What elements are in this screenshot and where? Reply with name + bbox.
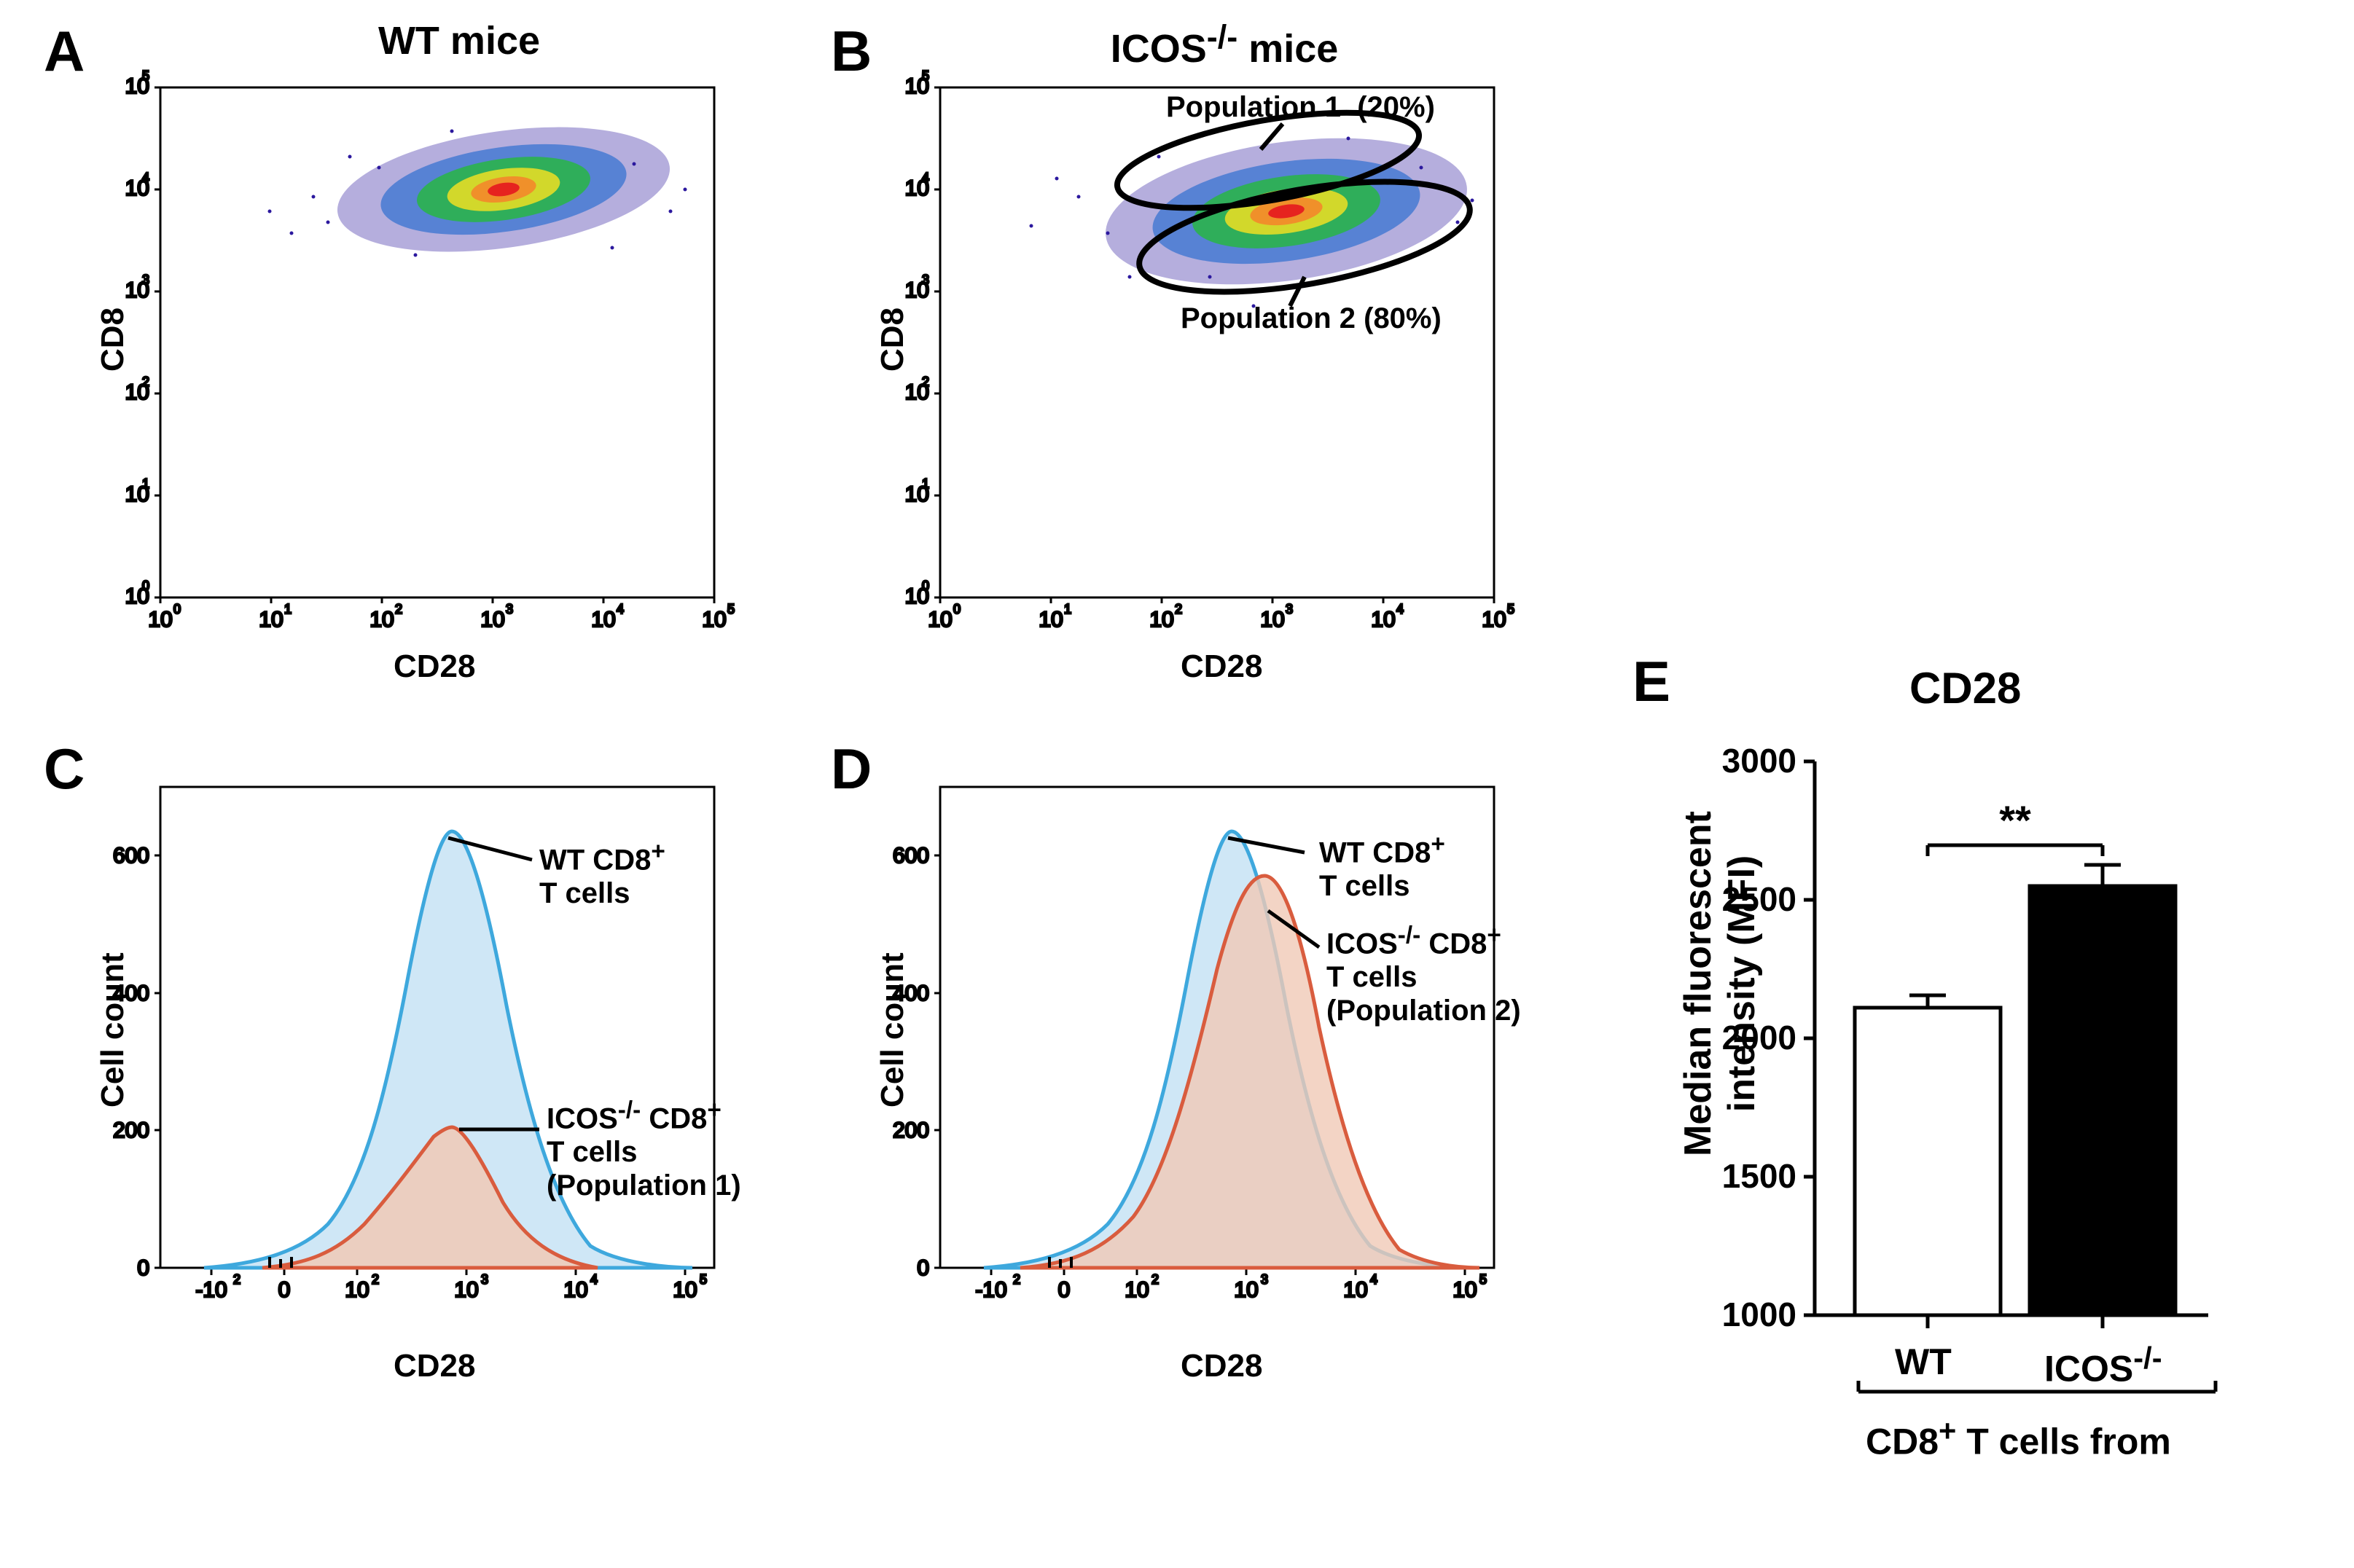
svg-text:10: 10 xyxy=(480,608,504,632)
svg-text:2: 2 xyxy=(922,375,929,389)
svg-text:10: 10 xyxy=(1234,1278,1258,1302)
svg-text:4: 4 xyxy=(617,602,624,616)
svg-text:10: 10 xyxy=(369,608,394,632)
panel-b-title: ICOS-/- mice xyxy=(1049,18,1399,71)
panel-letter-d: D xyxy=(831,736,872,802)
svg-text:5: 5 xyxy=(1507,602,1514,616)
svg-text:2: 2 xyxy=(1013,1272,1020,1287)
svg-text:0: 0 xyxy=(173,602,181,616)
svg-text:-10: -10 xyxy=(195,1278,227,1302)
svg-text:0: 0 xyxy=(1058,1278,1071,1302)
svg-text:5: 5 xyxy=(142,68,149,83)
panel-c-plot: 0 200 400 600 -102 0 102 103 104 105 xyxy=(160,787,758,1341)
panel-letter-b: B xyxy=(831,18,872,85)
panel-d-xlabel: CD28 xyxy=(1181,1348,1263,1384)
svg-text:3: 3 xyxy=(922,273,929,287)
panel-d-series-wt: WT CD8+T cells xyxy=(1319,831,1445,903)
svg-text:0: 0 xyxy=(917,1256,929,1280)
svg-text:3: 3 xyxy=(506,602,513,616)
svg-text:1: 1 xyxy=(922,477,929,491)
svg-text:600: 600 xyxy=(893,844,929,868)
svg-text:1: 1 xyxy=(142,477,149,491)
svg-text:200: 200 xyxy=(893,1118,929,1142)
svg-text:1: 1 xyxy=(284,602,292,616)
panel-letter-a: A xyxy=(44,18,85,85)
svg-text:200: 200 xyxy=(113,1118,149,1142)
svg-text:10: 10 xyxy=(1482,608,1506,632)
svg-text:0: 0 xyxy=(137,1256,149,1280)
svg-text:5: 5 xyxy=(727,602,735,616)
svg-text:5: 5 xyxy=(922,68,929,83)
svg-text:2: 2 xyxy=(142,375,149,389)
panel-a-title: WT mice xyxy=(284,18,634,63)
svg-text:10: 10 xyxy=(259,608,283,632)
svg-text:10: 10 xyxy=(454,1278,478,1302)
panel-b-xlabel: CD28 xyxy=(1181,648,1263,685)
panel-e-ylabel: Median fluorescent intensity (MFI) xyxy=(1676,736,1764,1231)
svg-text:10: 10 xyxy=(1343,1278,1367,1302)
panel-letter-e: E xyxy=(1632,648,1670,715)
svg-text:10: 10 xyxy=(591,608,615,632)
panel-d-ylabel: Cell count xyxy=(875,952,911,1108)
panel-a-xlabel: CD28 xyxy=(394,648,476,685)
svg-text:4: 4 xyxy=(142,170,149,185)
panel-letter-c: C xyxy=(44,736,85,802)
panel-c-ylabel: Cell count xyxy=(95,952,131,1108)
panel-c-series-icos: ICOS-/- CD8+T cells(Population 1) xyxy=(547,1097,741,1202)
svg-text:10: 10 xyxy=(1125,1278,1149,1302)
svg-text:2: 2 xyxy=(1175,602,1182,616)
panel-e-group-label: CD8+ T cells from xyxy=(1866,1414,2171,1463)
svg-text:0: 0 xyxy=(953,602,961,616)
svg-text:5: 5 xyxy=(700,1272,707,1287)
svg-text:10: 10 xyxy=(928,608,952,632)
panel-e-group-bracket xyxy=(1851,1388,2223,1417)
svg-text:4: 4 xyxy=(1370,1272,1377,1287)
panel-e-cat-icos: ICOS-/- xyxy=(2044,1341,2162,1390)
svg-text:10: 10 xyxy=(673,1278,697,1302)
svg-text:4: 4 xyxy=(590,1272,598,1287)
svg-text:10: 10 xyxy=(1039,608,1063,632)
panel-e-cat-wt: WT xyxy=(1895,1341,1952,1383)
svg-text:10: 10 xyxy=(1452,1278,1477,1302)
svg-text:10: 10 xyxy=(1149,608,1173,632)
svg-text:3: 3 xyxy=(142,273,149,287)
svg-text:10: 10 xyxy=(563,1278,587,1302)
svg-text:5: 5 xyxy=(1479,1272,1487,1287)
svg-text:3: 3 xyxy=(1261,1272,1268,1287)
panel-e-plot: 1000 1500 2000 2500 3000 ** xyxy=(1786,740,2296,1395)
svg-text:3: 3 xyxy=(481,1272,488,1287)
svg-text:-10: -10 xyxy=(975,1278,1006,1302)
svg-text:**: ** xyxy=(1999,797,2031,843)
svg-text:3: 3 xyxy=(1286,602,1293,616)
panel-c-series-wt: WT CD8+T cells xyxy=(539,838,665,910)
gate-2-label: Population 2 (80%) xyxy=(1181,302,1442,335)
panel-a-plot: 100 101 102 103 104 105 100 101 102 103 … xyxy=(160,87,758,656)
svg-text:0: 0 xyxy=(922,579,929,593)
panel-c-xlabel: CD28 xyxy=(394,1348,476,1384)
svg-text:2: 2 xyxy=(372,1272,379,1287)
panel-d-series-icos: ICOS-/- CD8+T cells(Population 2) xyxy=(1326,922,1521,1027)
svg-text:1000: 1000 xyxy=(1722,1295,1796,1333)
svg-text:10: 10 xyxy=(148,608,172,632)
panel-b-ylabel: CD8 xyxy=(875,307,911,372)
svg-text:10: 10 xyxy=(702,608,726,632)
panel-d-plot: 0 200 400 600 -102 0 102 103 104 105 xyxy=(940,787,1538,1341)
panel-e-title: CD28 xyxy=(1909,663,2021,713)
panel-a-ylabel: CD8 xyxy=(95,307,131,372)
svg-text:4: 4 xyxy=(922,170,929,185)
svg-text:2: 2 xyxy=(1151,1272,1159,1287)
svg-text:4: 4 xyxy=(1396,602,1404,616)
svg-text:2: 2 xyxy=(233,1272,241,1287)
svg-text:600: 600 xyxy=(113,844,149,868)
svg-text:10: 10 xyxy=(1260,608,1284,632)
figure-root: A WT mice 100 101 102 103 104 105 100 10… xyxy=(15,15,2339,1553)
svg-text:1: 1 xyxy=(1064,602,1071,616)
svg-text:10: 10 xyxy=(345,1278,369,1302)
svg-text:0: 0 xyxy=(278,1278,291,1302)
svg-text:0: 0 xyxy=(142,579,149,593)
panel-b-plot: 100 101 102 103 104 105 100 101 102 103 … xyxy=(940,87,1538,656)
svg-text:10: 10 xyxy=(1371,608,1395,632)
svg-text:2: 2 xyxy=(395,602,402,616)
gate-1-label: Population 1 (20%) xyxy=(1166,91,1435,124)
